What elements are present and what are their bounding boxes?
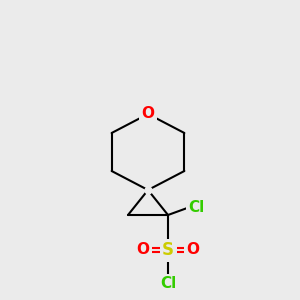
Text: O: O — [187, 242, 200, 257]
Text: Cl: Cl — [160, 277, 176, 292]
Text: S: S — [162, 241, 174, 259]
Text: Cl: Cl — [188, 200, 205, 215]
Text: O: O — [136, 242, 149, 257]
Text: O: O — [142, 106, 154, 122]
